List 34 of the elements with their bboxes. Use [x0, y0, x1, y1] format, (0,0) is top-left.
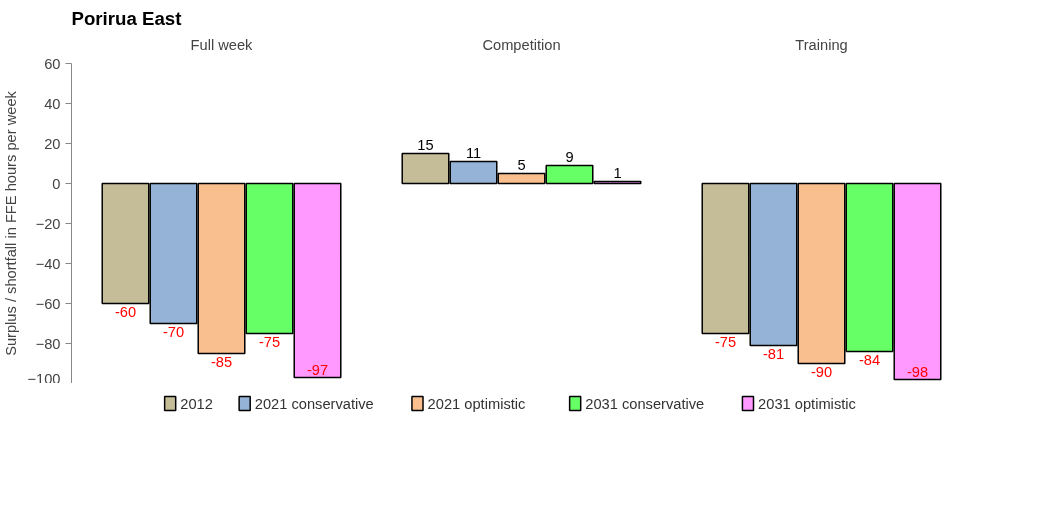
y-tick-label: −40	[35, 255, 61, 272]
y-tick-label: −80	[35, 335, 61, 352]
data-label: -60	[114, 303, 137, 320]
x-tick-label: Full week	[190, 36, 254, 53]
y-tick-label: 20	[44, 135, 61, 152]
y-axis-title: Surplus / shortfall in FFE hours per week	[3, 90, 20, 356]
legend-label: 2012	[180, 395, 213, 412]
data-label: -97	[306, 361, 329, 378]
data-label: -98	[906, 363, 929, 380]
y-tick-label: 40	[44, 95, 61, 112]
x-tick-label: Competition	[482, 36, 561, 53]
data-label: 9	[565, 148, 574, 165]
y-tick-label: −60	[35, 295, 61, 312]
legend-label: 2031 conservative	[585, 395, 705, 412]
data-label: -70	[162, 323, 185, 340]
x-tick-label: Training	[795, 36, 848, 53]
data-label: 11	[465, 144, 482, 161]
legend-label: 2021 optimistic	[427, 395, 526, 412]
y-tick-label: −20	[35, 215, 61, 232]
data-label: -81	[762, 345, 785, 362]
data-label: 1	[613, 164, 622, 181]
y-tick-label: 60	[44, 55, 61, 72]
data-label: -90	[810, 363, 833, 380]
legend-label: 2031 optimistic	[758, 395, 856, 412]
legend-label: 2021 conservative	[254, 395, 374, 412]
data-label: -75	[714, 333, 737, 350]
data-label: -75	[258, 333, 281, 350]
data-label: 15	[417, 136, 434, 153]
chart-title: Porirua East	[71, 7, 182, 29]
data-label: 5	[517, 156, 526, 173]
y-tick-label: −100	[27, 370, 61, 387]
data-label: -85	[210, 353, 233, 370]
data-label: -84	[858, 351, 881, 368]
y-tick-label: 0	[52, 175, 61, 192]
